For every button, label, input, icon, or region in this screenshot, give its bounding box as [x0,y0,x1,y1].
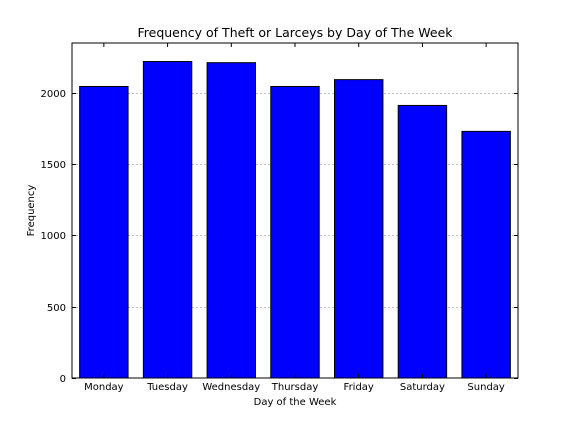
x-tick-label-friday: Friday [344,382,374,393]
bar-tuesday [142,61,193,379]
chart-title: Frequency of Theft or Larceys by Day of … [137,25,453,40]
x-tick-label-tuesday: Tuesday [146,382,188,393]
x-axis-label: Day of the Week [254,397,337,408]
bar-saturday [397,104,448,379]
x-tick-label-sunday: Sunday [467,382,504,393]
y-tick-label: 500 [47,303,66,314]
x-tick-label-thursday: Thursday [271,382,319,393]
y-tick-label: 2000 [41,89,66,100]
bars [79,61,511,379]
ticks: 0 500 1000 1500 2000 Monday Tuesday Wednesday Th… [41,43,518,393]
bar-monday [79,85,129,379]
y-tick-label: 1500 [41,160,66,171]
bar-friday [334,79,384,379]
y-axis-label: Frequency [26,185,37,237]
bar-sunday [461,130,511,379]
bar-wednesday [206,62,256,379]
y-tick-label: 0 [60,374,66,385]
x-tick-label-wednesday: Wednesday [202,382,260,393]
y-tick-label: 1000 [41,231,66,242]
bar-thursday [270,85,320,379]
x-tick-label-saturday: Saturday [400,382,445,393]
x-tick-label-monday: Monday [84,382,124,393]
